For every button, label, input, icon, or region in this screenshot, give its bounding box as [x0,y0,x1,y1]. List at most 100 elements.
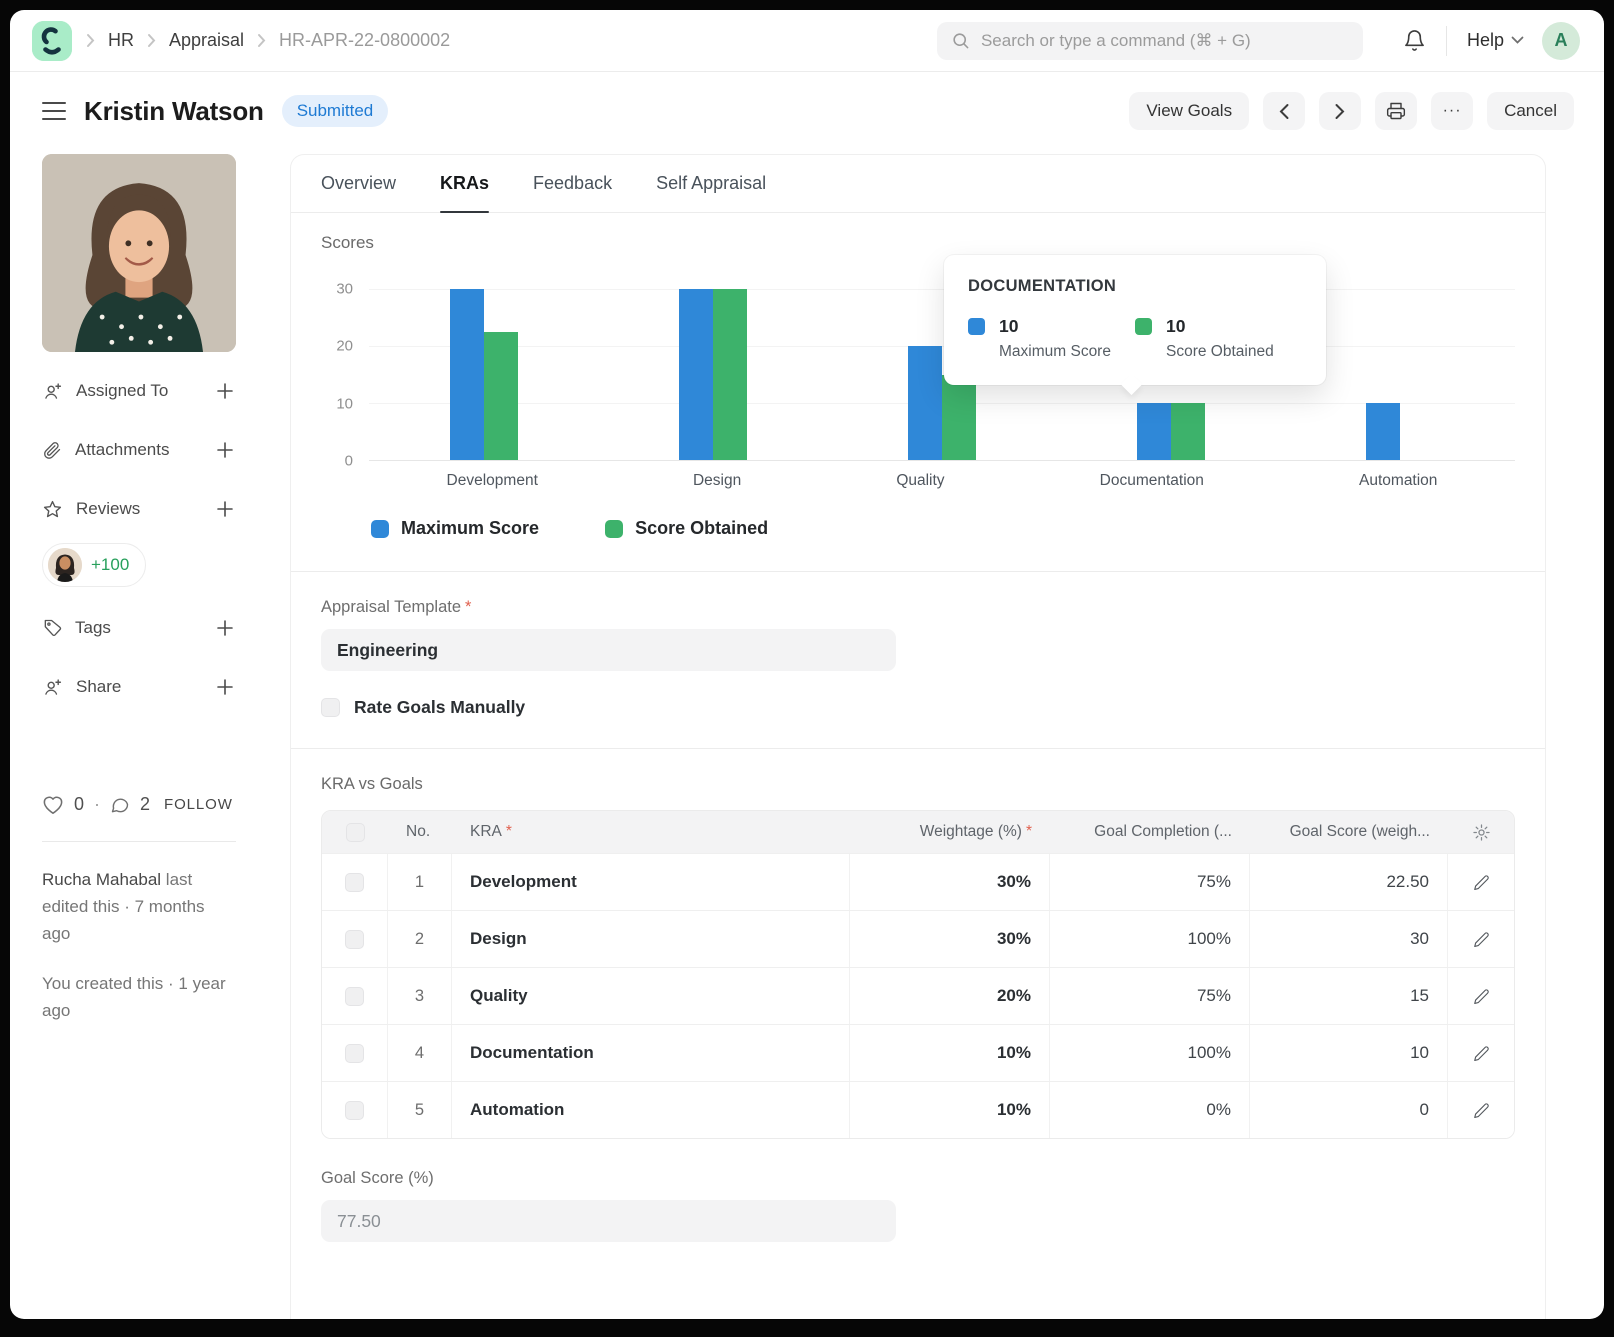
goal-score-field[interactable]: 77.50 [321,1200,896,1242]
rate-goals-checkbox[interactable] [321,698,340,717]
chart-plot [369,289,1515,461]
legend-item-maximum-score[interactable]: Maximum Score [371,518,539,539]
required-marker: * [1026,823,1032,841]
search-input[interactable]: Search or type a command (⌘ + G) [937,22,1363,60]
kra-vs-goals-title: KRA vs Goals [321,775,1515,794]
breadcrumb-item-hr[interactable]: HR [108,30,134,51]
breadcrumb-item-appraisal[interactable]: Appraisal [169,30,244,51]
edit-row-button[interactable] [1469,870,1494,895]
edit-row-button[interactable] [1469,1041,1494,1066]
goal-completion-cell[interactable]: 75% [1050,968,1250,1024]
next-record-button[interactable] [1319,92,1361,130]
goal-score-cell[interactable]: 22.50 [1250,854,1448,910]
appraisal-template-label: Appraisal Template* [321,598,1515,617]
weightage-cell[interactable]: 20% [850,968,1050,1024]
chart-legend: Maximum Score Score Obtained [371,518,1515,539]
tag-icon [42,618,62,638]
notifications-button[interactable] [1403,29,1426,52]
help-menu[interactable]: Help [1467,30,1524,51]
goal-completion-cell[interactable]: 100% [1050,1025,1250,1081]
page-title: Kristin Watson [84,96,264,127]
tab-overview[interactable]: Overview [321,155,396,212]
chart-y-tick: 30 [336,281,353,298]
sidebar: Assigned To Attachments Reviews [42,154,236,1319]
row-checkbox[interactable] [345,930,364,949]
goal-score-cell[interactable]: 0 [1250,1082,1448,1138]
edit-row-button[interactable] [1469,984,1494,1009]
tab-self-appraisal[interactable]: Self Appraisal [656,155,766,212]
bar-group-development[interactable] [450,289,518,460]
add-attachment-button[interactable] [214,439,236,461]
weightage-cell[interactable]: 10% [850,1082,1050,1138]
row-checkbox[interactable] [345,873,364,892]
comments-button[interactable] [110,795,130,815]
legend-swatch-blue [371,520,389,538]
goal-score-cell[interactable]: 10 [1250,1025,1448,1081]
chevron-left-icon [1279,103,1289,120]
select-all-checkbox[interactable] [346,823,365,842]
previous-record-button[interactable] [1263,92,1305,130]
tab-feedback[interactable]: Feedback [533,155,612,212]
bar-group-design[interactable] [679,289,747,460]
goal-completion-cell[interactable]: 0% [1050,1082,1250,1138]
follow-button[interactable]: FOLLOW [164,796,233,813]
weightage-cell[interactable]: 30% [850,911,1050,967]
cancel-button[interactable]: Cancel [1487,92,1574,130]
table-row: 2 Design 30% 100% 30 [322,910,1514,967]
scores-chart-section: Scores 3020100 DevelopmentDesignQualityD… [291,213,1545,572]
add-share-button[interactable] [214,676,236,698]
row-checkbox[interactable] [345,1044,364,1063]
add-tag-button[interactable] [214,617,236,639]
goal-score-cell[interactable]: 15 [1250,968,1448,1024]
weightage-cell[interactable]: 30% [850,854,1050,910]
tab-kras[interactable]: KRAs [440,155,489,212]
kra-cell[interactable]: Quality [452,968,850,1024]
tags-label: Tags [75,618,201,638]
kra-cell[interactable]: Development [452,854,850,910]
goal-completion-cell[interactable]: 100% [1050,911,1250,967]
print-button[interactable] [1375,92,1417,130]
chart-x-label: Quality [896,472,944,490]
kra-cell[interactable]: Automation [452,1082,850,1138]
sidebar-item-assigned-to: Assigned To [42,372,236,410]
edit-row-button[interactable] [1469,927,1494,952]
weightage-cell[interactable]: 10% [850,1025,1050,1081]
appraisal-template-field[interactable]: Engineering [321,629,896,671]
engagement-row: 0 · 2 FOLLOW [42,794,236,815]
attachments-label: Attachments [75,440,201,460]
tooltip-title: DOCUMENTATION [968,277,1302,296]
view-goals-button[interactable]: View Goals [1129,92,1249,130]
pencil-icon [1473,988,1490,1005]
table-settings-button[interactable] [1468,819,1495,846]
legend-item-score-obtained[interactable]: Score Obtained [605,518,768,539]
top-navbar: HR Appraisal HR-APR-22-0800002 Search or… [10,10,1604,72]
navbar-right: Help A [1403,22,1580,60]
row-checkbox[interactable] [345,987,364,1006]
pencil-icon [1473,874,1490,891]
bar-maximum-score [908,346,942,460]
reviewers-overflow-pill[interactable]: +100 [42,543,146,587]
goal-completion-cell[interactable]: 75% [1050,854,1250,910]
rate-goals-manually-row[interactable]: Rate Goals Manually [321,697,1515,718]
reviewer-avatar [48,548,82,582]
row-checkbox[interactable] [345,1101,364,1120]
like-button[interactable] [42,795,64,815]
sidebar-divider [42,841,236,842]
created-text: You created this · 1 year ago [42,970,236,1024]
more-actions-button[interactable]: ··· [1431,92,1473,130]
bar-group-automation[interactable] [1366,289,1434,460]
add-assignment-button[interactable] [214,380,236,402]
column-header-weightage: Weightage (%)* [850,811,1050,853]
edit-row-button[interactable] [1469,1098,1494,1123]
user-avatar[interactable]: A [1542,22,1580,60]
app-logo[interactable] [32,21,72,61]
sidebar-toggle-button[interactable] [42,102,66,120]
add-review-button[interactable] [214,498,236,520]
chart-x-labels: DevelopmentDesignQualityDocumentationAut… [369,472,1515,490]
kra-cell[interactable]: Documentation [452,1025,850,1081]
reviews-label: Reviews [76,499,201,519]
row-index: 5 [388,1082,452,1138]
bar-maximum-score [1366,403,1400,460]
kra-cell[interactable]: Design [452,911,850,967]
goal-score-cell[interactable]: 30 [1250,911,1448,967]
